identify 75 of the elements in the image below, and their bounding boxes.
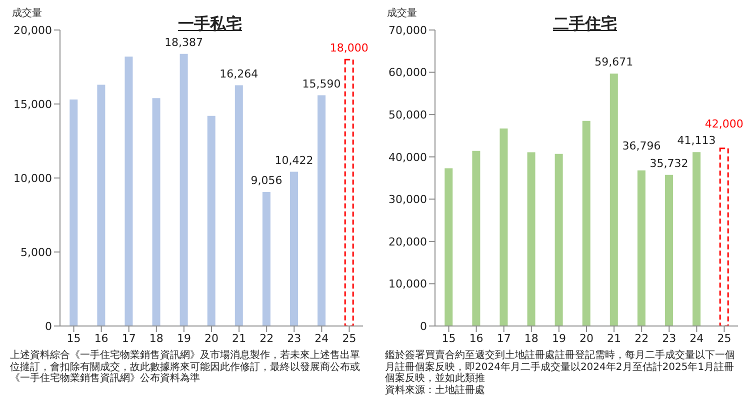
x-tick-label: 24 [690,332,704,345]
text: 鑑於簽署買賣合約至遞交到土地註冊處註冊登記需時，每月二手成交量以下一個月註冊個案反映，即2024年月二手成交量以2024年2月至估計2025年1月註冊個案反映，並如此類推 [385,350,736,384]
data-label: 9,056 [250,174,282,187]
data-label: 18,387 [164,36,204,49]
y-tick-label: 15,000 [14,98,52,111]
bar [180,54,188,326]
x-tick-label: 23 [662,332,676,345]
x-tick-label: 18 [524,332,538,345]
x-tick-label: 25 [342,332,356,345]
bar [637,170,646,326]
y-tick-label: 60,000 [388,66,427,80]
x-tick-label: 17 [122,332,136,345]
bar [207,116,216,326]
source-note: 資料來源：土地註冊處 [385,384,486,396]
x-tick-label: 19 [176,332,191,345]
bar [719,148,729,326]
bar [290,172,298,326]
bar [444,168,453,326]
x-tick-label: 20 [580,332,594,345]
bar [124,56,133,326]
bar [582,120,590,326]
y-tick-label: 20,000 [14,24,52,37]
y-tick-label: 0 [420,320,427,333]
bar [527,152,536,326]
data-label: 18,000 [330,42,368,55]
bar [152,98,160,326]
bar [692,152,701,326]
x-tick-label: 25 [717,332,732,345]
x-tick-label: 15 [66,332,81,345]
data-label: 59,671 [594,56,634,69]
x-tick-label: 16 [469,332,484,345]
bar [610,74,618,326]
y-tick-label: 5,000 [20,246,52,259]
x-tick-label: 21 [607,332,622,345]
x-tick-label: 24 [314,332,329,345]
x-tick-label: 20 [204,332,218,345]
y-axis-title: 成交量 [12,6,42,20]
bar [344,58,354,326]
y-axis-title: 成交量 [387,6,417,20]
y-tick-label: 70,000 [388,24,427,37]
x-tick-label: 18 [149,332,164,345]
bar [97,84,106,326]
x-tick-label: 17 [496,332,511,345]
x-tick-label: 22 [260,332,274,345]
data-label: 15,590 [302,77,341,90]
x-tick-label: 23 [287,332,302,345]
y-tick-label: 30,000 [388,193,427,206]
bar [70,100,78,326]
y-tick-label: 40,000 [388,150,427,164]
data-label: 41,113 [677,134,716,148]
chart-title: 一手私宅 [177,14,243,35]
bar [234,85,243,326]
y-tick-label: 10,000 [388,278,427,291]
bar [554,154,563,326]
data-label: 36,796 [622,139,661,152]
bar [318,95,326,326]
x-tick-label: 21 [232,332,246,345]
data-label: 10,422 [274,154,314,167]
text: 上述資料綜合《一手住宅物業銷售資訊網》及市場消息製作，若未來上述售出單位撻訂，會扣除有關成交，故此數據將來可能因此作修訂，最終以發展商公布或《一手住宅物業銷售資訊網》公布資料為準 [10,350,361,384]
x-tick-label: 15 [442,332,456,345]
y-tick-label: 10,000 [14,172,52,185]
x-tick-label: 22 [634,332,649,345]
x-tick-label: 19 [552,332,566,345]
x-tick-label: 16 [94,332,108,345]
data-label: 16,264 [220,67,258,80]
y-tick-label: 50,000 [388,108,427,122]
y-tick-label: 20,000 [388,235,427,248]
data-label: 42,000 [704,117,744,130]
y-tick-label: 0 [45,320,52,333]
bar [665,174,674,326]
bar [262,192,270,326]
bar [500,128,508,326]
bar [472,150,480,326]
chart-title: 二手住宅 [552,14,618,35]
data-label: 35,732 [650,156,688,170]
